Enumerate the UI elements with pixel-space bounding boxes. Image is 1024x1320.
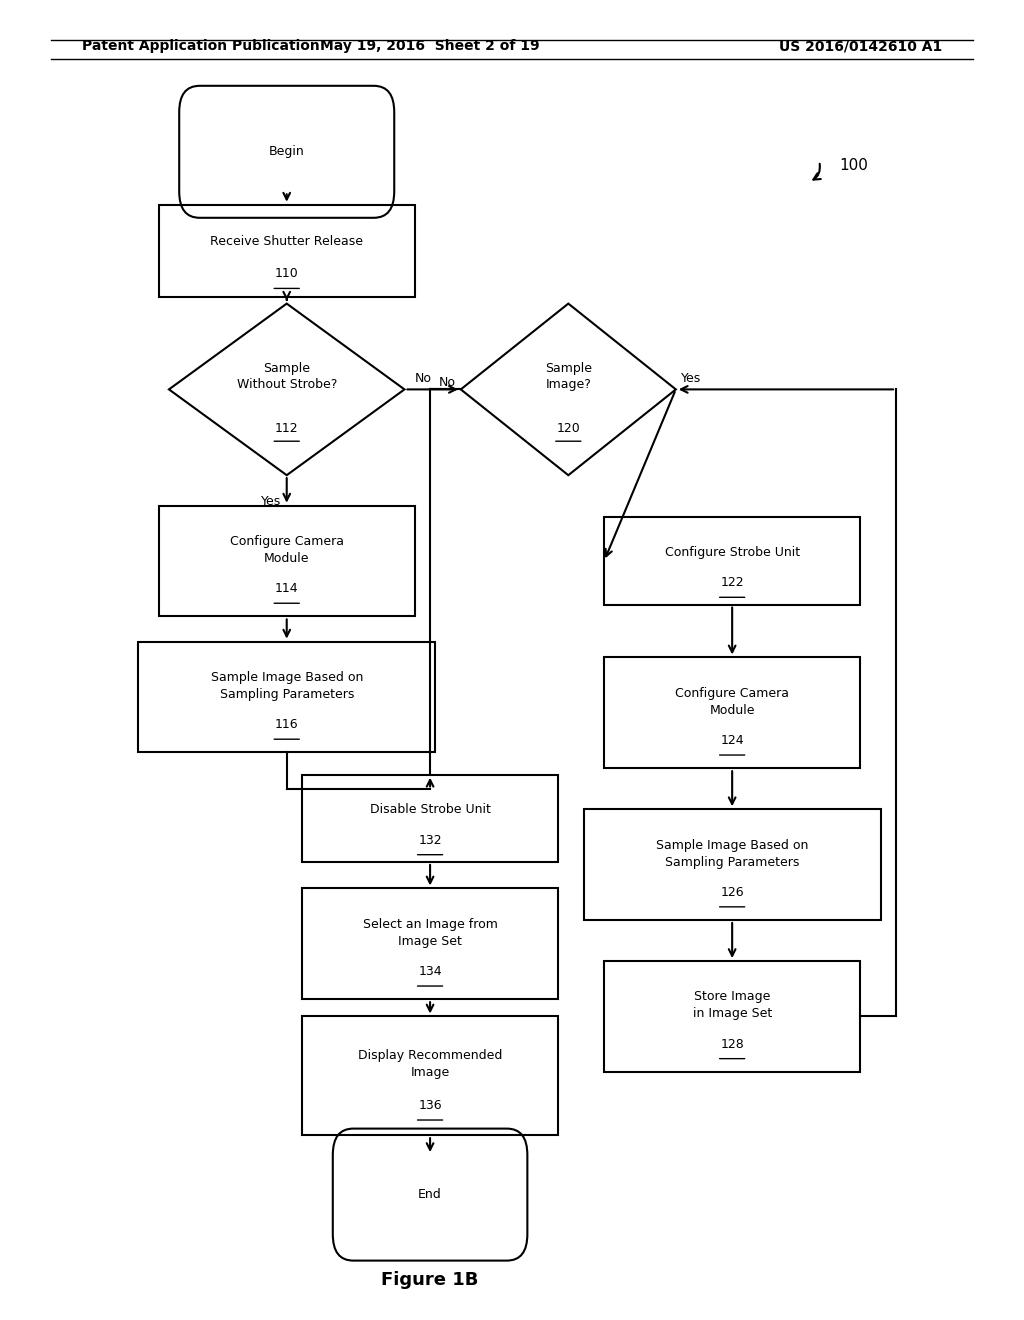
Text: 116: 116 — [274, 718, 299, 731]
Text: 134: 134 — [418, 965, 442, 978]
Text: 122: 122 — [720, 577, 744, 589]
Bar — [138, 642, 435, 752]
Text: Sample Image Based on
Sampling Parameters: Sample Image Based on Sampling Parameter… — [656, 838, 808, 869]
Text: Figure 1B: Figure 1B — [381, 1271, 479, 1290]
Text: Sample Image Based on
Sampling Parameters: Sample Image Based on Sampling Parameter… — [211, 671, 362, 701]
Bar — [584, 809, 881, 920]
Text: May 19, 2016  Sheet 2 of 19: May 19, 2016 Sheet 2 of 19 — [321, 40, 540, 53]
Text: 136: 136 — [418, 1100, 442, 1111]
Text: End: End — [418, 1188, 442, 1201]
Text: 120: 120 — [556, 421, 581, 434]
Bar — [302, 775, 558, 862]
Bar — [604, 961, 860, 1072]
Text: Disable Strobe Unit: Disable Strobe Unit — [370, 803, 490, 816]
Text: Yes: Yes — [261, 495, 282, 508]
Text: Sample
Image?: Sample Image? — [545, 362, 592, 391]
Text: US 2016/0142610 A1: US 2016/0142610 A1 — [779, 40, 942, 53]
Bar — [159, 506, 415, 616]
Text: 132: 132 — [418, 834, 442, 846]
Text: 110: 110 — [274, 268, 299, 280]
Text: Configure Strobe Unit: Configure Strobe Unit — [665, 545, 800, 558]
Text: 124: 124 — [720, 734, 744, 747]
Text: Yes: Yes — [681, 372, 701, 385]
Bar — [302, 888, 558, 999]
Text: 114: 114 — [274, 582, 299, 595]
Bar — [159, 205, 415, 297]
Text: Patent Application Publication: Patent Application Publication — [82, 40, 319, 53]
Text: 126: 126 — [720, 886, 744, 899]
Text: Sample
Without Strobe?: Sample Without Strobe? — [237, 362, 337, 391]
Text: No: No — [415, 372, 432, 385]
Bar — [604, 657, 860, 768]
Text: Select an Image from
Image Set: Select an Image from Image Set — [362, 917, 498, 948]
Text: 128: 128 — [720, 1038, 744, 1051]
Text: 112: 112 — [274, 421, 299, 434]
Text: Configure Camera
Module: Configure Camera Module — [675, 686, 790, 717]
Text: Receive Shutter Release: Receive Shutter Release — [210, 235, 364, 248]
Bar — [302, 1016, 558, 1135]
Text: Store Image
in Image Set: Store Image in Image Set — [692, 990, 772, 1020]
Bar — [604, 517, 860, 605]
Text: No: No — [438, 376, 456, 389]
Text: Display Recommended
Image: Display Recommended Image — [358, 1049, 502, 1078]
Text: Begin: Begin — [269, 145, 304, 158]
Text: 100: 100 — [840, 157, 868, 173]
Text: Configure Camera
Module: Configure Camera Module — [229, 535, 344, 565]
